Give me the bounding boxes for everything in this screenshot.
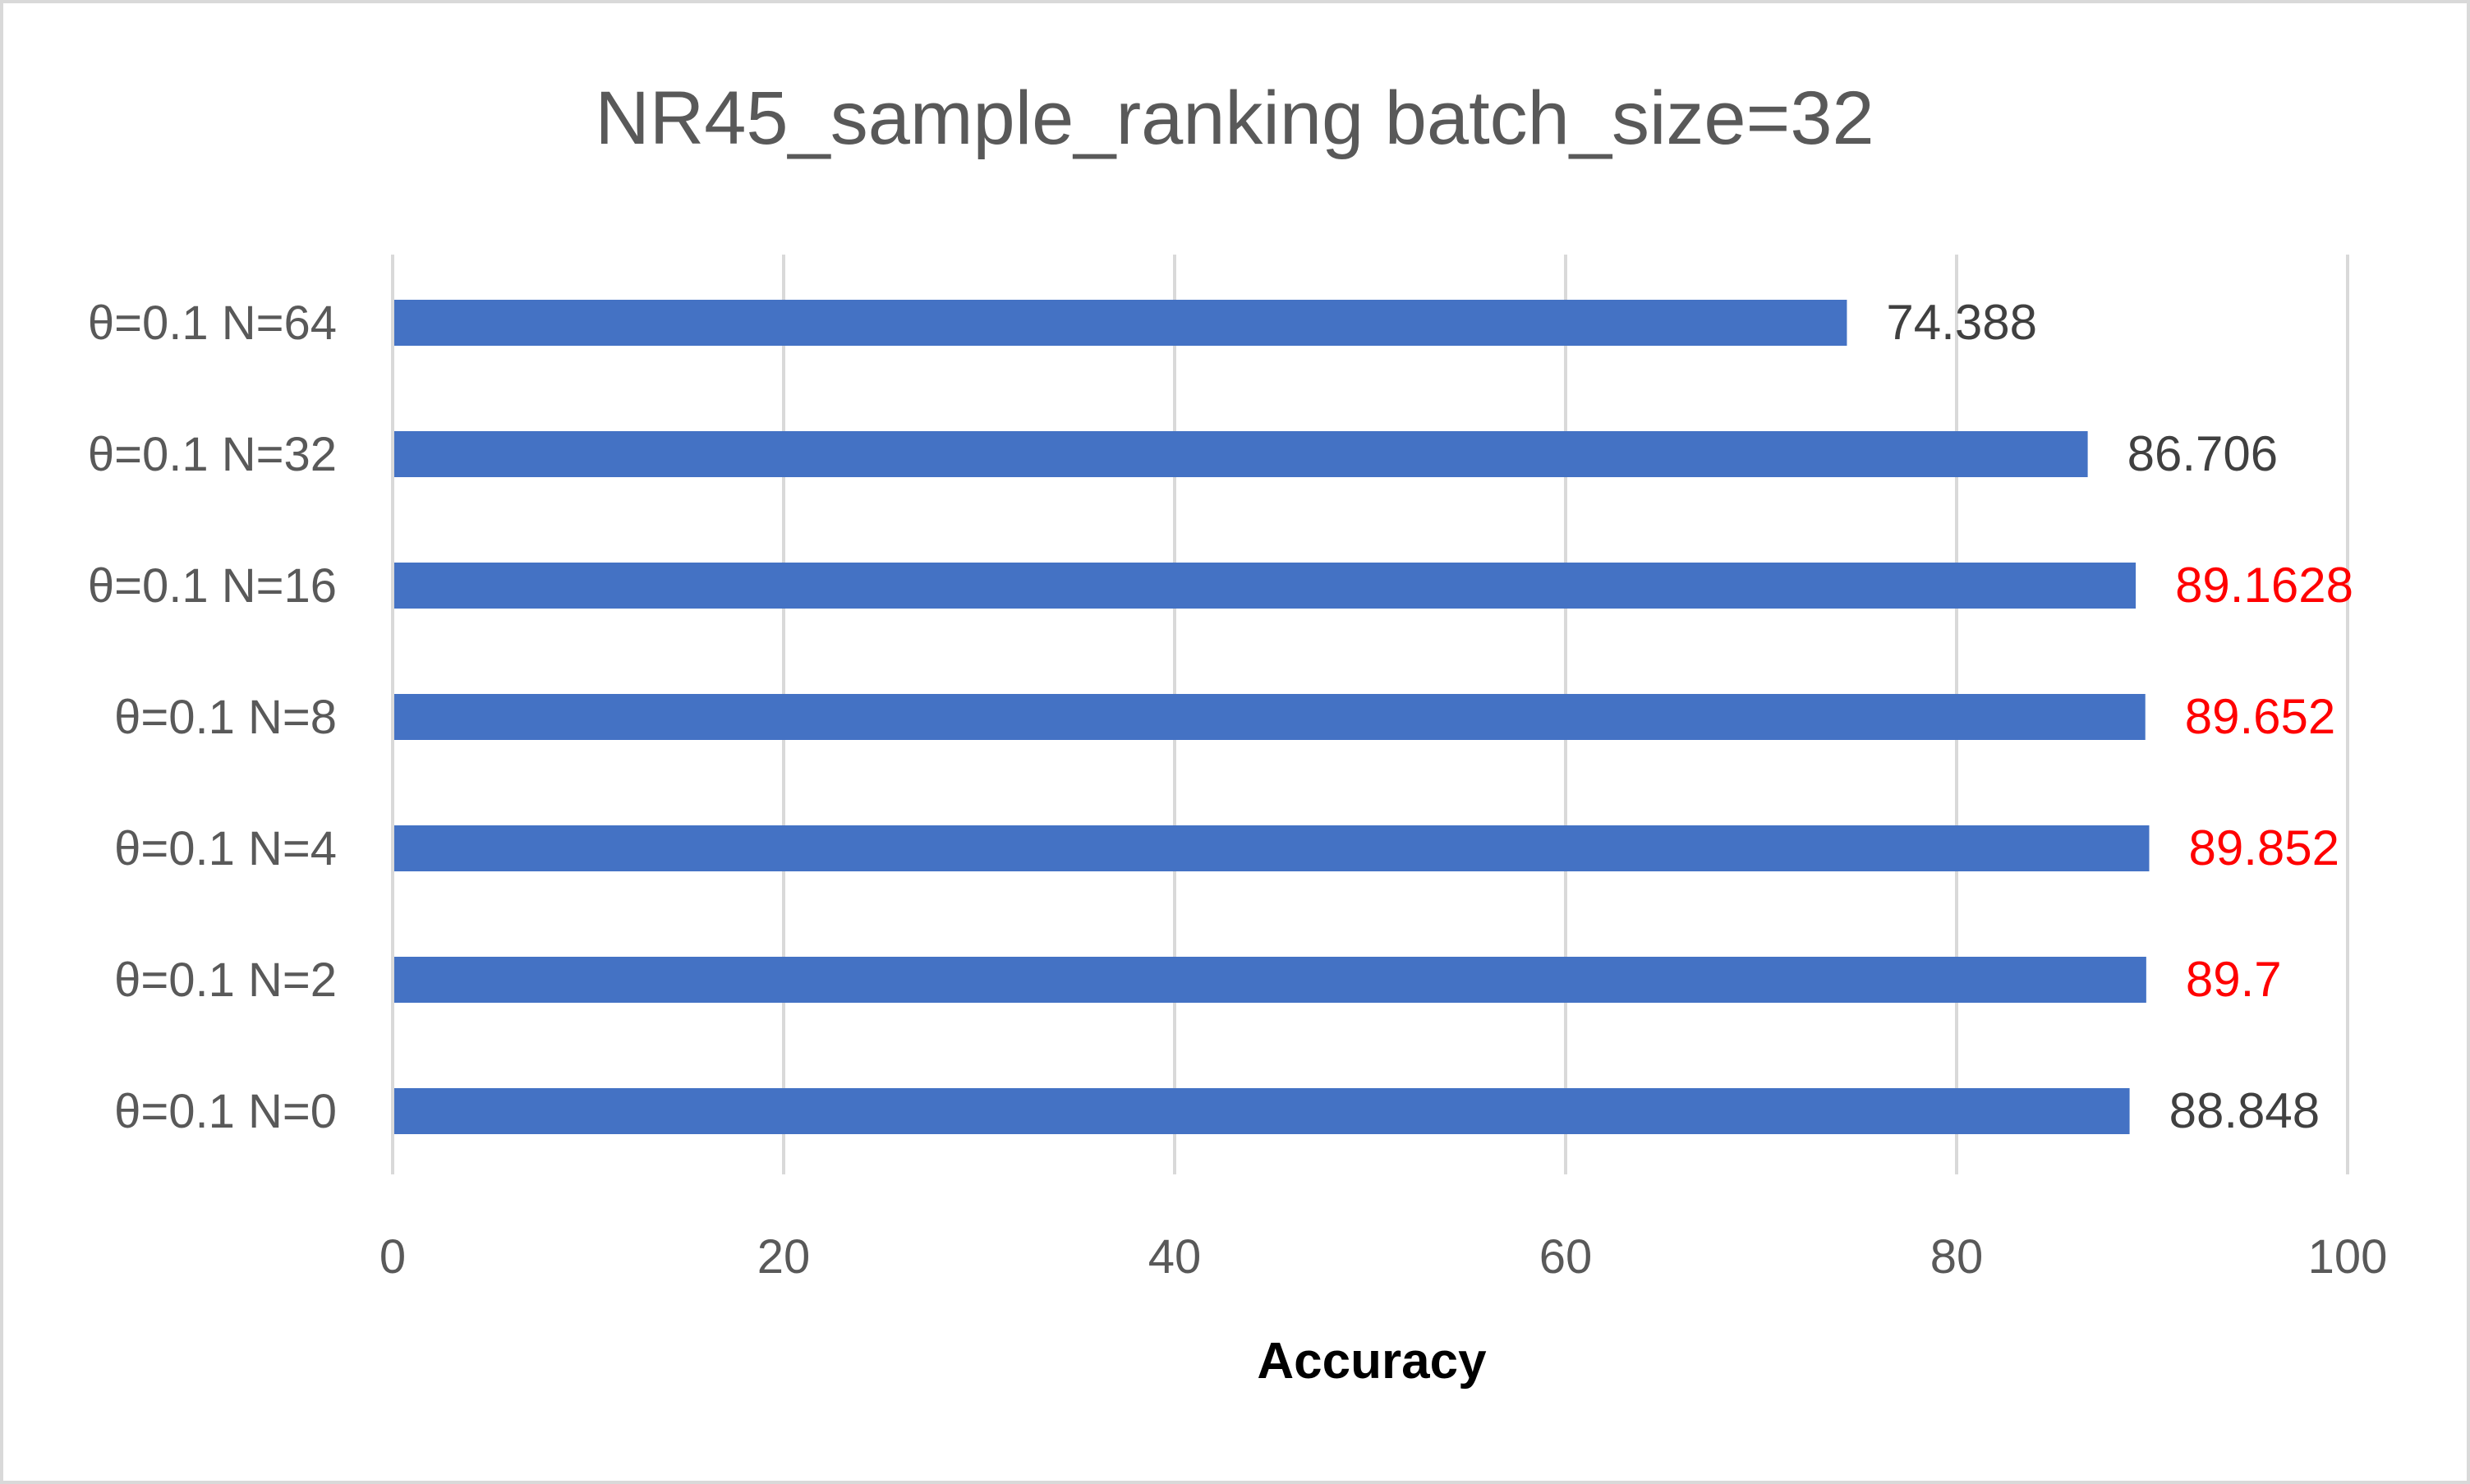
category-labels: θ=0.1 N=64 θ=0.1 N=32 θ=0.1 N=16 θ=0.1 N=8 θ… — [88, 296, 337, 1138]
data-label-2: 89.1628 — [2175, 558, 2353, 613]
category-label-0: θ=0.1 N=64 — [88, 296, 337, 350]
x-tick-label-20: 20 — [757, 1230, 811, 1284]
x-axis-title: Accuracy — [1257, 1333, 1487, 1390]
bar-3 — [394, 694, 2146, 740]
data-label-3: 89.652 — [2185, 689, 2336, 744]
data-labels: 74.388 86.706 89.1628 89.652 89.852 89.7 88.84… — [1886, 295, 2353, 1138]
category-label-2: θ=0.1 N=16 — [88, 559, 337, 613]
x-tick-label-0: 0 — [379, 1230, 406, 1284]
x-axis-tick-labels: 0 20 40 60 80 100 — [379, 1230, 2388, 1284]
bar-2 — [394, 563, 2137, 609]
x-tick-label-40: 40 — [1148, 1230, 1202, 1284]
data-label-6: 88.848 — [2169, 1083, 2321, 1138]
data-label-0: 74.388 — [1886, 295, 2037, 350]
data-label-4: 89.852 — [2188, 820, 2339, 875]
data-label-1: 86.706 — [2127, 426, 2279, 481]
x-tick-label-100: 100 — [2308, 1230, 2388, 1284]
category-label-5: θ=0.1 N=2 — [114, 953, 337, 1007]
category-label-1: θ=0.1 N=32 — [88, 428, 337, 481]
bar-6 — [394, 1088, 2130, 1134]
bar-0 — [394, 300, 1847, 346]
bar-1 — [394, 431, 2088, 477]
x-tick-label-60: 60 — [1539, 1230, 1593, 1284]
data-label-5: 89.7 — [2186, 952, 2282, 1007]
category-label-4: θ=0.1 N=4 — [114, 822, 337, 875]
bars — [394, 300, 2150, 1134]
category-label-3: θ=0.1 N=8 — [114, 691, 337, 744]
category-label-6: θ=0.1 N=0 — [114, 1085, 337, 1138]
chart-title: NR45_sample_ranking batch_size=32 — [595, 76, 1874, 160]
bar-4 — [394, 825, 2150, 871]
bar-5 — [394, 957, 2146, 1003]
x-tick-label-80: 80 — [1930, 1230, 1984, 1284]
